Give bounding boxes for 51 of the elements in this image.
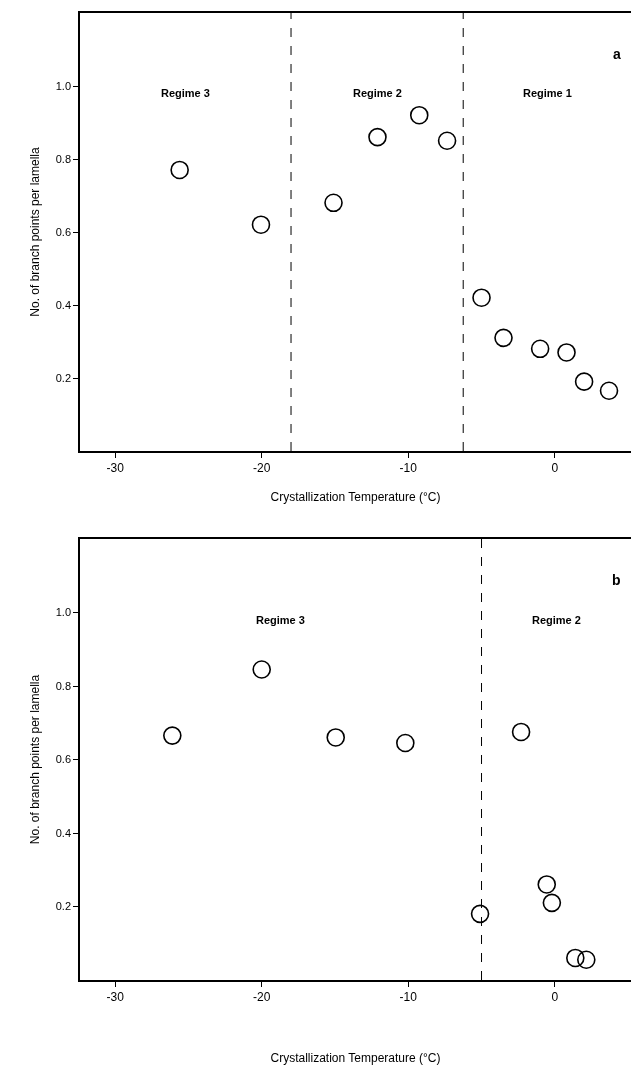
y-tick-label: 1.0 (55, 606, 72, 619)
x-tick-label: -20 (253, 461, 271, 476)
annotation: Regime 2 (353, 87, 402, 99)
point (326, 728, 346, 747)
x-tick-label: 0 (551, 461, 559, 476)
point (599, 381, 619, 401)
point (511, 722, 531, 742)
x-tick-label: -10 (399, 461, 418, 476)
y-tick-label: 0.8 (55, 152, 72, 165)
x-axis-title: Crystallization Temperature (°C) (270, 489, 441, 504)
y-tick-label: 1.0 (55, 79, 72, 92)
y-axis-title: No. of branch points per lamella (27, 674, 42, 845)
x-axis-title: Crystallization Temperature (°C) (270, 1050, 441, 1065)
y-axis-title: No. of branch points per lamella (27, 146, 42, 317)
point (557, 343, 576, 362)
annotation: Regime 3 (161, 87, 210, 99)
annotation: a (613, 46, 621, 62)
point (470, 904, 490, 924)
point (542, 893, 562, 913)
y-tick-label: 0.2 (55, 371, 72, 384)
point (437, 131, 457, 151)
y-tick-label: 0.6 (55, 225, 72, 238)
annotation: Regime 1 (523, 87, 572, 99)
annotation: b (612, 572, 621, 588)
y-tick-label: 0.6 (55, 753, 72, 766)
point (252, 660, 272, 679)
point (409, 105, 429, 125)
x-tick-label: -30 (106, 461, 125, 476)
point (574, 372, 594, 391)
y-tick-label: 0.8 (55, 679, 72, 692)
point (537, 875, 557, 894)
y-tick-label: 0.4 (55, 826, 72, 839)
x-tick-label: -10 (399, 990, 418, 1005)
point (472, 288, 491, 307)
y-tick-label: 0.4 (55, 298, 72, 311)
point (494, 328, 513, 348)
point (368, 127, 387, 147)
x-tick-label: -30 (106, 990, 125, 1005)
point (530, 339, 550, 359)
y-tick-label: 0.2 (55, 900, 72, 913)
annotation: Regime 3 (256, 614, 305, 626)
point (566, 948, 585, 968)
point (170, 160, 189, 180)
point (163, 726, 182, 745)
point (324, 193, 343, 213)
x-tick-label: 0 (551, 990, 559, 1005)
point (577, 950, 596, 970)
point (251, 215, 271, 234)
point (396, 733, 415, 753)
annotation: Regime 2 (532, 614, 581, 626)
x-tick-label: -20 (253, 990, 271, 1005)
